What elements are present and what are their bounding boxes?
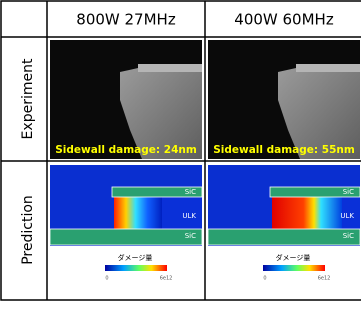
colorbar-title: ダメージ量 — [276, 253, 311, 262]
damage-caption: Sidewall damage: 55nm — [213, 144, 355, 156]
layer-label: SiC — [185, 232, 196, 240]
colorbar-title: ダメージ量 — [118, 253, 153, 262]
bottom-layer — [208, 229, 360, 245]
layer-label: SiC — [343, 232, 354, 240]
colorbar — [263, 265, 325, 271]
layer-label: ULK — [340, 212, 354, 220]
bottom-layer — [50, 229, 202, 245]
column-header: 800W 27MHz — [76, 11, 176, 29]
damage-profile — [272, 197, 342, 229]
sem-cap-layer — [296, 64, 360, 72]
colorbar — [105, 265, 167, 271]
row-label: Experiment — [20, 58, 36, 139]
colorbar-max: 6e12 — [160, 276, 173, 282]
figure: 800W 27MHz 400W 60MHz Experiment Predict… — [0, 0, 361, 323]
colorbar-min: 0 — [105, 276, 108, 282]
layer-label: SiC — [185, 188, 196, 196]
damage-profile — [114, 197, 162, 229]
colorbar-max: 6e12 — [318, 276, 331, 282]
damage-caption: Sidewall damage: 24nm — [55, 144, 197, 156]
sem-cap-layer — [138, 64, 202, 72]
colorbar-min: 0 — [263, 276, 266, 282]
row-label: Prediction — [20, 195, 36, 265]
layer-label: SiC — [343, 188, 354, 196]
layer-label: ULK — [182, 212, 196, 220]
column-header: 400W 60MHz — [234, 11, 334, 29]
